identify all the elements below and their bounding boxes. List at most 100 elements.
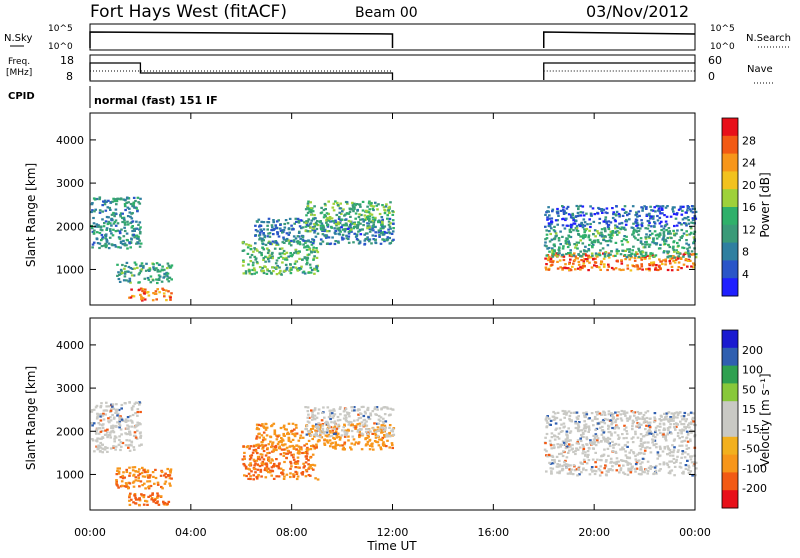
data-cell	[257, 446, 260, 449]
data-cell	[377, 203, 380, 206]
data-cell	[124, 402, 127, 405]
data-cell	[611, 230, 615, 233]
data-cell	[666, 268, 670, 272]
data-cell	[154, 468, 157, 471]
data-cell	[664, 258, 667, 261]
data-cell	[604, 417, 607, 421]
data-cell	[627, 254, 630, 257]
data-cell	[296, 452, 300, 455]
data-cell	[100, 233, 104, 237]
data-cell	[561, 267, 565, 270]
data-cell	[248, 447, 251, 450]
data-cell	[679, 256, 682, 259]
data-cell	[611, 469, 614, 472]
data-cell	[565, 240, 568, 243]
data-cell	[95, 439, 98, 442]
data-cell	[343, 443, 346, 446]
data-cell	[345, 434, 348, 437]
data-cell	[275, 448, 278, 452]
nsearch-tick-bottom: 10^0	[710, 42, 735, 52]
velocity-cbar-swatch	[722, 347, 738, 367]
data-cell	[114, 445, 118, 448]
data-cell	[358, 240, 362, 243]
data-cell	[363, 242, 367, 245]
data-cell	[648, 421, 652, 424]
data-cell	[584, 229, 587, 232]
data-cell	[298, 225, 302, 228]
data-cell	[391, 210, 394, 213]
data-cell	[581, 462, 584, 465]
power-ylabel: Slant Range [km]	[24, 163, 38, 267]
data-cell	[679, 236, 683, 239]
data-cell	[326, 429, 329, 432]
data-cell	[276, 231, 279, 234]
data-cell	[95, 404, 99, 407]
data-cell	[358, 424, 362, 427]
data-cell	[370, 228, 373, 231]
data-cell	[661, 450, 665, 453]
data-cell	[140, 443, 143, 446]
data-cell	[616, 233, 619, 236]
data-cell	[354, 225, 357, 228]
data-cell	[134, 436, 138, 439]
data-cell	[656, 451, 660, 454]
data-cell	[690, 221, 693, 224]
data-cell	[625, 432, 629, 435]
data-cell	[623, 444, 627, 447]
data-cell	[337, 435, 341, 438]
data-cell	[648, 446, 652, 450]
data-cell	[371, 445, 374, 448]
data-cell	[276, 233, 279, 236]
data-cell	[138, 403, 141, 406]
data-cell	[292, 453, 295, 456]
data-cell	[551, 208, 555, 211]
data-cell	[118, 438, 121, 442]
data-cell	[662, 435, 665, 438]
power-cbar-tick: 8	[742, 246, 749, 259]
data-cell	[169, 470, 172, 473]
data-cell	[149, 494, 152, 497]
data-cell	[138, 422, 141, 425]
data-cell	[139, 270, 143, 273]
data-cell	[109, 447, 113, 450]
data-cell	[667, 411, 671, 414]
data-cell	[665, 412, 668, 415]
data-cell	[111, 430, 114, 433]
data-cell	[158, 270, 162, 273]
data-cell	[133, 431, 137, 434]
data-cell	[682, 429, 686, 432]
data-cell	[548, 255, 551, 258]
data-cell	[608, 437, 612, 441]
data-cell	[140, 298, 143, 301]
data-cell	[295, 220, 298, 223]
data-cell	[359, 233, 363, 236]
data-cell	[271, 266, 274, 269]
data-cell	[278, 252, 282, 255]
data-cell	[581, 211, 585, 214]
data-cell	[553, 237, 557, 240]
data-cell	[659, 233, 662, 236]
data-cell	[302, 462, 305, 465]
data-cell	[680, 444, 684, 447]
data-cell	[653, 416, 656, 419]
data-cell	[603, 467, 606, 470]
data-cell	[553, 245, 556, 248]
data-cell	[588, 417, 591, 420]
data-cell	[93, 198, 97, 201]
data-cell	[672, 229, 675, 232]
data-cell	[168, 482, 171, 485]
data-cell	[369, 430, 372, 433]
data-cell	[116, 197, 119, 200]
data-cell	[626, 461, 629, 464]
data-cell	[169, 298, 172, 301]
data-cell	[356, 419, 359, 422]
data-cell	[688, 426, 691, 429]
data-cell	[379, 229, 382, 233]
data-cell	[563, 416, 566, 419]
data-cell	[118, 467, 121, 470]
data-cell	[119, 272, 123, 275]
data-cell	[334, 222, 338, 226]
data-cell	[310, 445, 313, 448]
data-cell	[334, 441, 337, 444]
